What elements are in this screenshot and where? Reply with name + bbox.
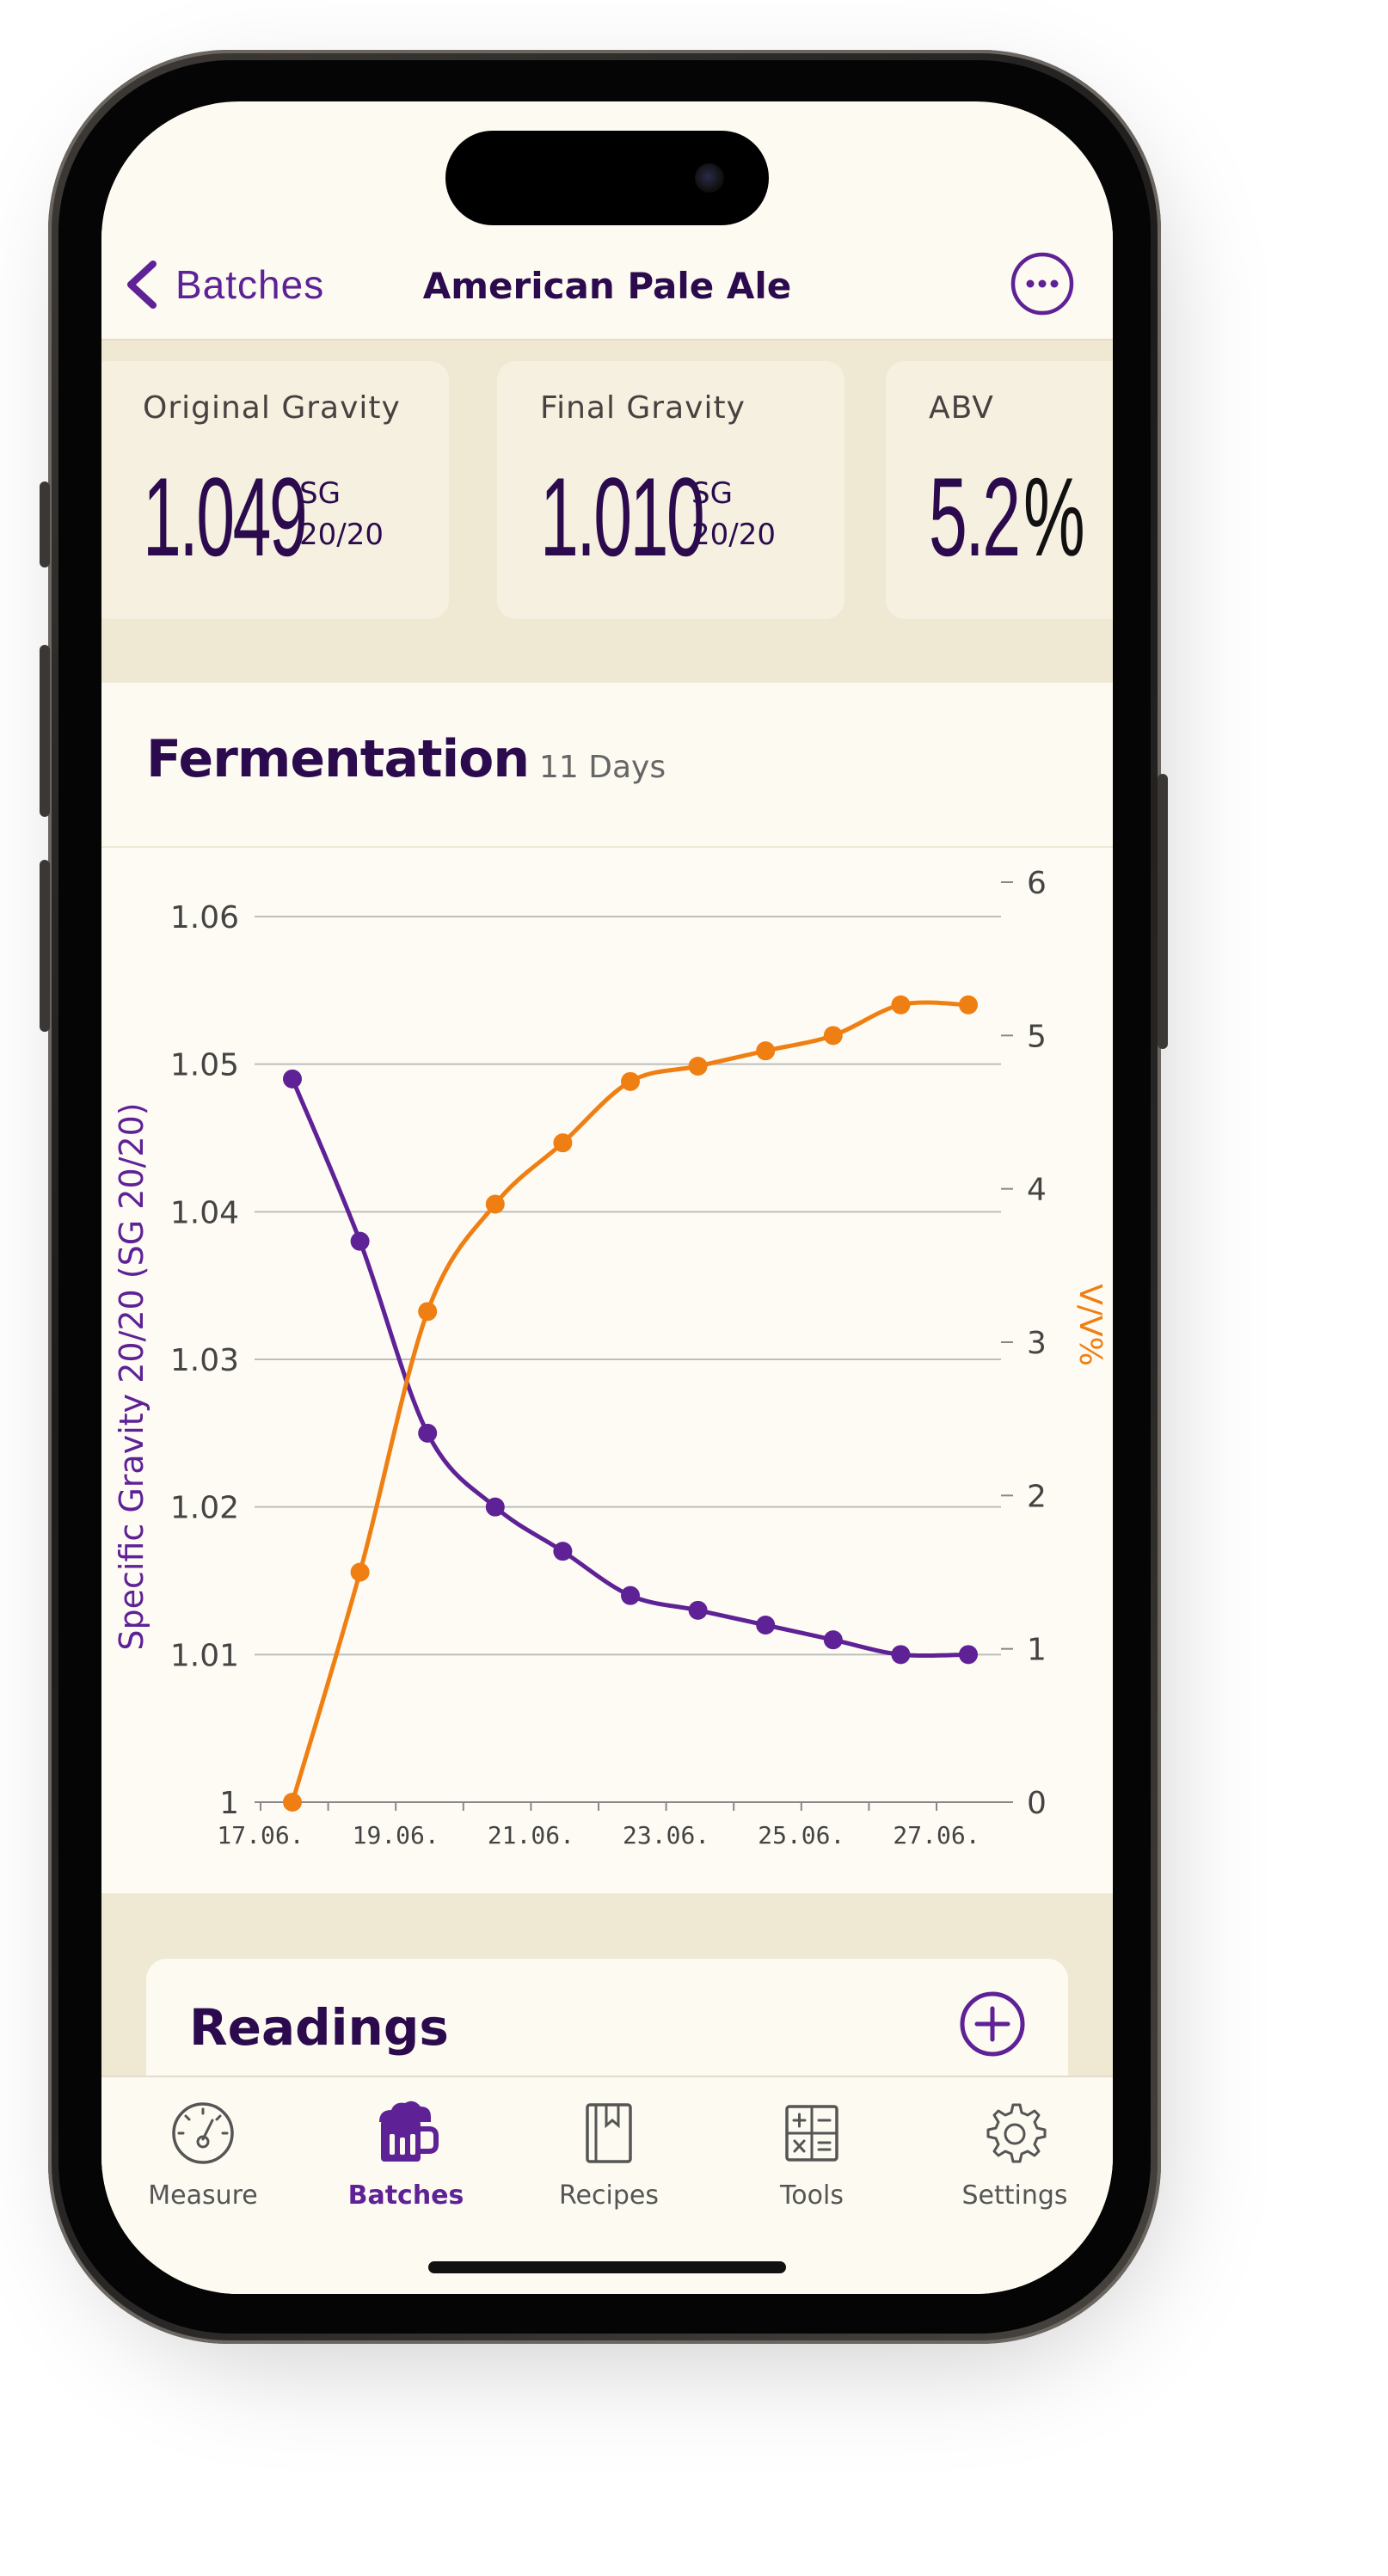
fermentation-chart-svg: 1 1.01 1.02 1.03 1.04 1.05 1.06 0 1 2 3 4 5 6 17.06. 19… <box>113 866 1108 1849</box>
app-screen: Batches American Pale Ale Original Gravi… <box>101 101 1113 2294</box>
x-tick-label: 17.06. <box>217 1821 304 1849</box>
tab-batches-label: Batches <box>347 2180 464 2211</box>
y-right-tick-label: 5 <box>1027 1019 1047 1054</box>
fermentation-duration: 11 Days <box>539 750 666 785</box>
gravity-data-point <box>756 1616 776 1635</box>
y-left-tick-label: 1.05 <box>170 1048 239 1083</box>
back-button[interactable]: Batches <box>122 255 324 315</box>
tab-settings[interactable]: Settings <box>913 2095 1113 2223</box>
fermentation-header: Fermentation 11 Days <box>101 683 1113 846</box>
fermentation-title: Fermentation <box>146 729 530 789</box>
gravity-stats-strip[interactable]: Original Gravity 1.049 SG 20/20 Final Gr… <box>101 339 1113 684</box>
gravity-data-point <box>823 1630 843 1650</box>
abv-data-point <box>959 995 978 1015</box>
final-gravity-unit: SG 20/20 <box>691 476 776 552</box>
final-gravity-value: 1.010 <box>540 454 705 580</box>
book-icon <box>586 2103 632 2163</box>
abv-data-point <box>756 1041 776 1061</box>
gear-icon <box>986 2103 1047 2163</box>
y-left-tick-label: 1.03 <box>170 1343 239 1378</box>
camera-icon <box>695 163 724 193</box>
readings-section: Readings <box>101 1893 1113 2131</box>
volume-down-button <box>40 860 50 1032</box>
tab-measure-label: Measure <box>148 2180 258 2211</box>
volume-up-button <box>40 645 50 817</box>
chevron-left-icon <box>127 261 157 309</box>
tab-bar: Measure Batches Recipes <box>101 2076 1113 2294</box>
more-options-icon[interactable] <box>1010 251 1075 316</box>
y-left-axis-label: Specific Gravity 20/20 (SG 20/20) <box>113 1102 150 1650</box>
abv-data-point <box>283 1793 302 1812</box>
gravity-data-point <box>688 1600 708 1620</box>
power-button <box>1158 774 1168 1049</box>
abv-data-point <box>485 1194 505 1214</box>
original-gravity-card: Original Gravity 1.049 SG 20/20 <box>101 361 449 619</box>
abv-data-point <box>418 1302 438 1322</box>
tab-tools-label: Tools <box>780 2180 844 2211</box>
abv-data-point <box>350 1562 370 1582</box>
gravity-series-line <box>290 1077 969 1659</box>
tab-measure[interactable]: Measure <box>101 2095 304 2223</box>
gravity-data-point <box>283 1069 302 1089</box>
tab-recipes[interactable]: Recipes <box>507 2095 710 2223</box>
abv-card: ABV 5.2 % <box>886 361 1113 619</box>
gravity-data-point <box>350 1231 370 1251</box>
y-left-tick-label: 1 <box>219 1786 239 1821</box>
fermentation-chart[interactable]: 1 1.01 1.02 1.03 1.04 1.05 1.06 0 1 2 3 4 5 6 17.06. 19… <box>101 846 1113 1895</box>
y-left-tick-label: 1.04 <box>170 1195 239 1230</box>
home-indicator[interactable] <box>428 2261 786 2273</box>
abv-data-point <box>823 1026 843 1046</box>
x-tick-label: 21.06. <box>488 1821 574 1849</box>
tab-batches[interactable]: Batches <box>304 2095 507 2223</box>
original-gravity-label: Original Gravity <box>143 390 401 426</box>
y-left-tick-label: 1.02 <box>170 1491 239 1526</box>
original-gravity-unit: SG 20/20 <box>299 476 384 552</box>
back-button-label: Batches <box>175 262 325 307</box>
beer-mug-icon <box>379 2101 439 2162</box>
gravity-data-point <box>553 1542 573 1561</box>
navigation-bar: Batches American Pale Ale <box>101 230 1113 339</box>
tab-tools[interactable]: Tools <box>710 2095 913 2223</box>
tab-recipes-label: Recipes <box>559 2180 659 2211</box>
abv-unit: % <box>1023 454 1085 580</box>
y-right-tick-label: 1 <box>1027 1633 1047 1668</box>
calculator-icon <box>785 2105 838 2162</box>
abv-value: 5.2 <box>929 454 1021 580</box>
y-right-tick-label: 0 <box>1027 1786 1047 1821</box>
final-gravity-card: Final Gravity 1.010 SG 20/20 <box>497 361 844 619</box>
x-tick-label: 23.06. <box>623 1821 709 1849</box>
action-button <box>40 481 50 567</box>
abv-series-line <box>290 1000 969 1803</box>
gravity-data-point <box>959 1645 978 1665</box>
abv-data-point <box>621 1071 640 1091</box>
abv-data-point <box>688 1057 708 1076</box>
gauge-icon <box>172 2102 234 2164</box>
add-reading-icon[interactable] <box>958 1990 1027 2058</box>
x-tick-label: 19.06. <box>353 1821 439 1849</box>
original-gravity-value: 1.049 <box>143 454 308 580</box>
abv-data-point <box>891 995 911 1015</box>
y-right-tick-label: 3 <box>1027 1326 1047 1361</box>
dynamic-island <box>445 131 769 225</box>
y-left-tick-label: 1.06 <box>170 900 239 935</box>
y-right-tick-label: 4 <box>1027 1173 1047 1208</box>
gravity-data-point <box>891 1645 911 1665</box>
y-right-tick-label: 6 <box>1027 866 1047 901</box>
final-gravity-label: Final Gravity <box>540 390 746 426</box>
gravity-data-point <box>621 1585 640 1605</box>
y-left-tick-label: 1.01 <box>170 1638 239 1673</box>
gravity-data-point <box>485 1497 505 1517</box>
x-tick-label: 25.06. <box>758 1821 844 1849</box>
gravity-data-point <box>418 1423 438 1443</box>
readings-title: Readings <box>189 1998 449 2057</box>
y-right-axis-label: V/V% <box>1072 1284 1108 1366</box>
y-right-tick-label: 2 <box>1027 1479 1047 1514</box>
abv-data-point <box>553 1133 573 1153</box>
page-title: American Pale Ale <box>422 265 792 307</box>
x-tick-label: 27.06. <box>893 1821 980 1849</box>
abv-label: ABV <box>929 390 994 426</box>
tab-settings-label: Settings <box>961 2180 1068 2211</box>
